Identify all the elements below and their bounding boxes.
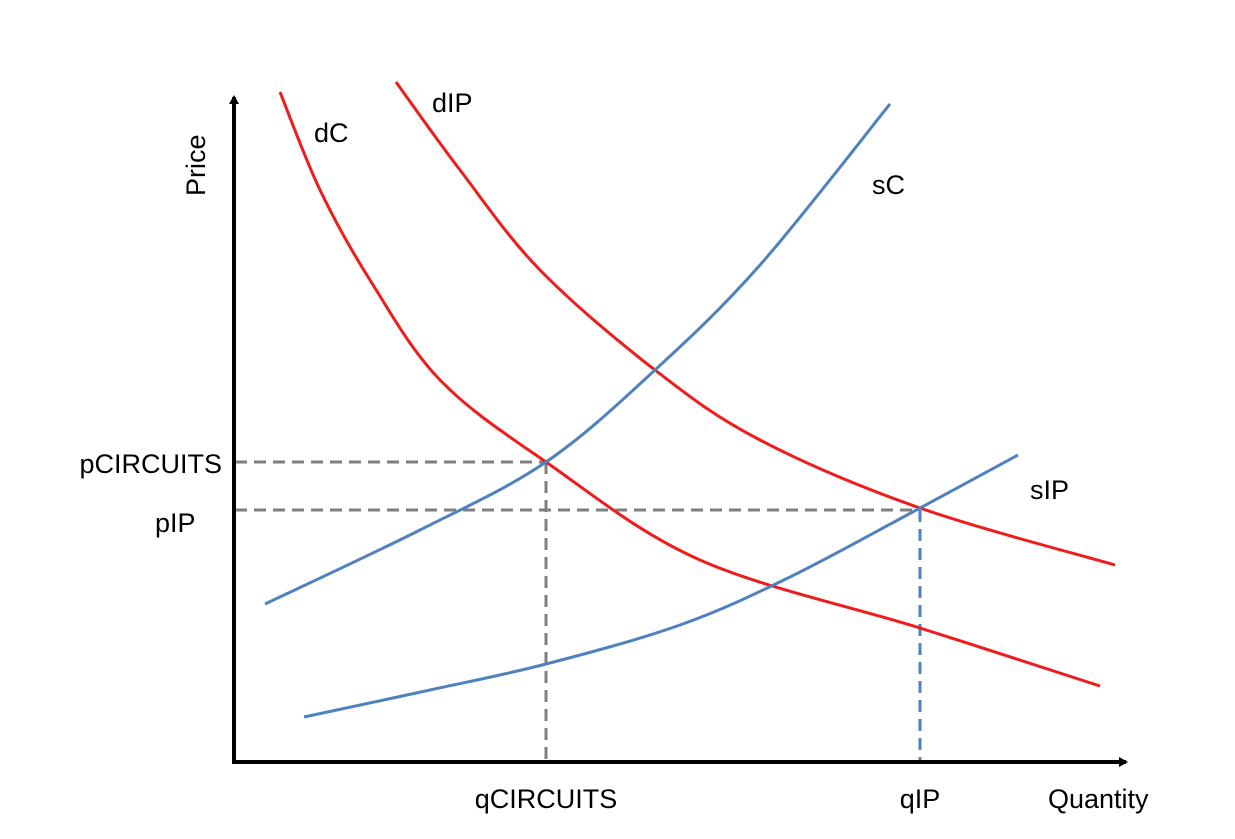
qcircuits-label: qCIRCUITS (475, 784, 618, 814)
y-axis-label: Price (181, 134, 211, 196)
pip-label: pIP (155, 508, 196, 538)
demand-curve-ip (394, 81, 1116, 567)
pcircuits-label: pCIRCUITS (79, 449, 222, 479)
supply-curve-c (264, 103, 892, 606)
dc-label: dC (314, 118, 349, 148)
demand-curve-c (278, 91, 1101, 688)
sip-label: sIP (1030, 475, 1069, 505)
x-axis-label: Quantity (1048, 784, 1149, 814)
dip-label: dIP (432, 88, 473, 118)
sc-label: sC (872, 170, 905, 200)
supply-curve-ip (303, 453, 1019, 719)
qip-label: qIP (900, 784, 941, 814)
